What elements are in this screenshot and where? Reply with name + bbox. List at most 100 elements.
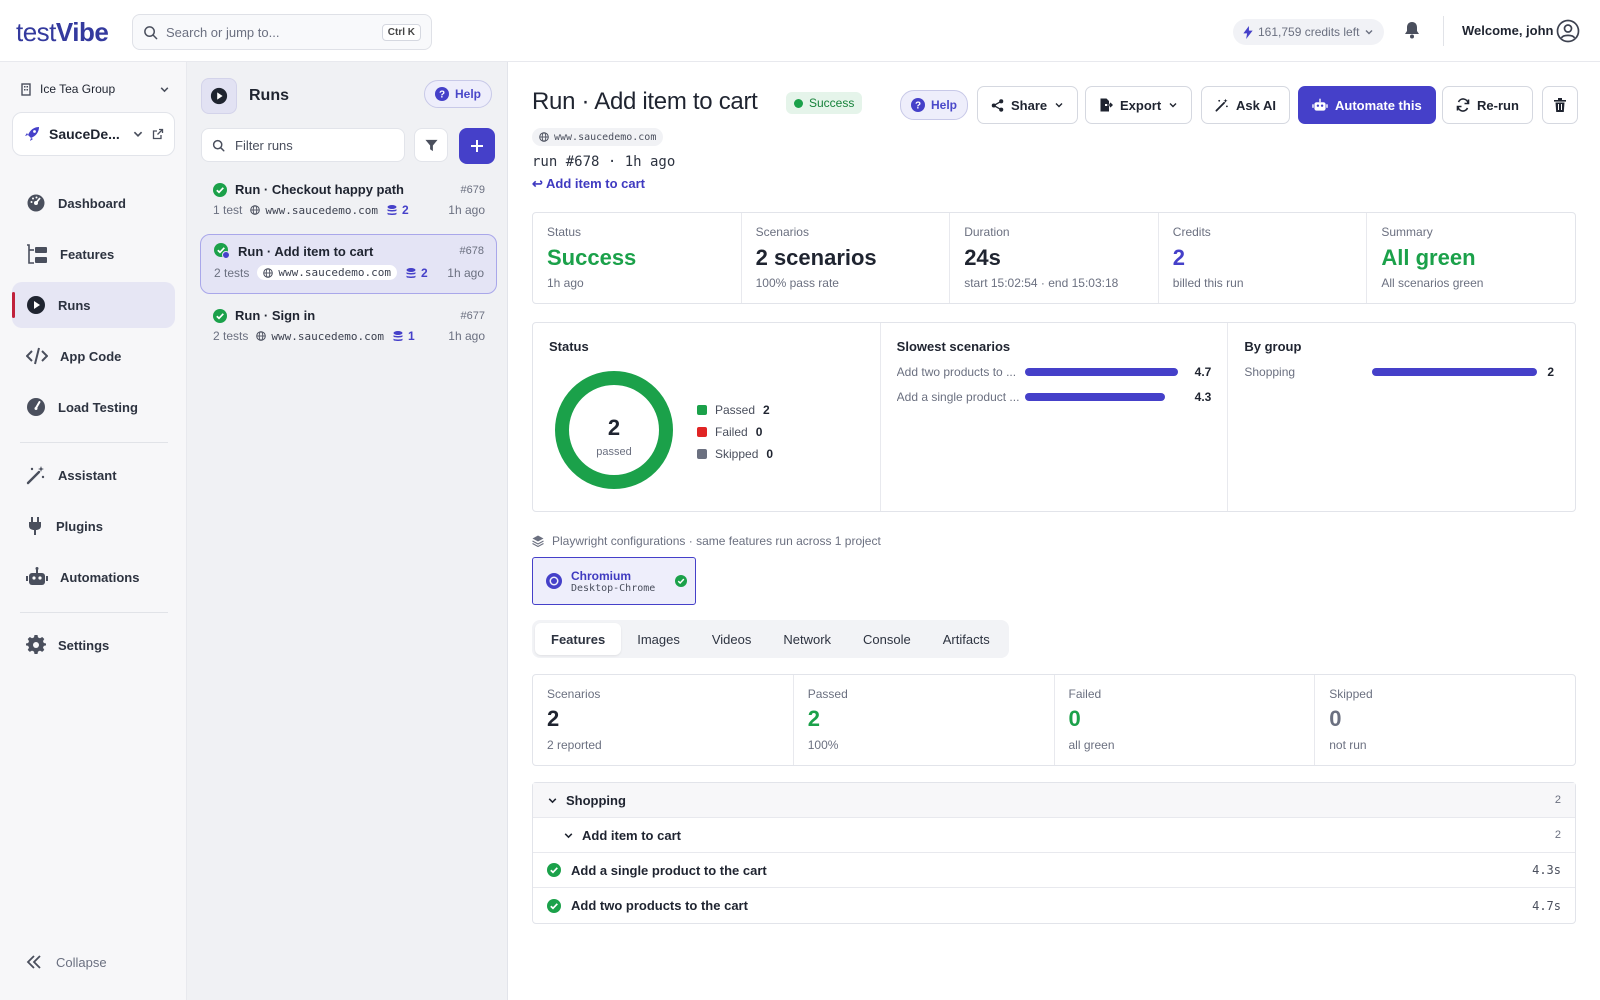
- kpi-scenarios: Scenarios 2 2 reported: [533, 675, 794, 765]
- project-selector[interactable]: SauceDe...: [12, 112, 175, 156]
- feature-back-link[interactable]: ↩ Add item to cart: [532, 176, 645, 191]
- magic-wand-icon: [1215, 98, 1229, 112]
- sidebar-item-features[interactable]: Features: [12, 231, 175, 277]
- tab-network[interactable]: Network: [783, 631, 832, 647]
- sidebar-item-label: Runs: [58, 297, 91, 313]
- divider: [20, 612, 168, 613]
- donut-value: 2: [608, 415, 620, 440]
- org-selector[interactable]: Ice Tea Group: [20, 82, 170, 96]
- tab-artifacts[interactable]: Artifacts: [942, 631, 990, 647]
- tab-images[interactable]: Images: [637, 631, 680, 647]
- bell-icon[interactable]: [1404, 21, 1420, 39]
- filter-runs-input[interactable]: Filter runs: [201, 128, 405, 162]
- delete-button[interactable]: [1542, 86, 1578, 124]
- kpi-passed: Passed 2 100%: [794, 675, 1055, 765]
- feature-name: Add item to cart: [582, 827, 681, 843]
- globe-icon: [263, 267, 274, 278]
- sidebar-item-runs[interactable]: Runs: [12, 282, 175, 328]
- stat-credits: Credits 2 billed this run: [1159, 213, 1368, 303]
- export-button[interactable]: Export: [1085, 86, 1193, 124]
- check-circle-icon: [547, 898, 561, 913]
- check-circle-icon: [675, 575, 687, 587]
- tree-feature-row[interactable]: Add item to cart 2: [533, 818, 1575, 853]
- search-icon: [143, 25, 158, 40]
- run-list-item-selected[interactable]: Run · Add item to cart #678 2 tests www.…: [200, 234, 497, 294]
- stat-duration: Duration 24s start 15:02:54 · end 15:03:…: [950, 213, 1159, 303]
- help-button[interactable]: ? Help: [900, 90, 969, 120]
- folders-icon: [26, 244, 48, 264]
- sidebar-item-settings[interactable]: Settings: [12, 622, 175, 668]
- run-detail: Run · Add item to cart Success www.sauce…: [508, 62, 1600, 1000]
- page-title: Run · Add item to cart: [532, 88, 758, 115]
- tree-group-row[interactable]: Shopping 2: [533, 783, 1575, 818]
- run-time: 1h ago: [448, 329, 485, 343]
- run-credits: 2: [386, 203, 409, 217]
- chevron-down-icon: [132, 128, 144, 140]
- play-circle-icon: [26, 295, 46, 315]
- chevron-down-icon: [547, 795, 558, 806]
- globe-icon: [250, 205, 261, 215]
- scenario-duration: 4.3s: [1532, 863, 1561, 877]
- sidebar-item-app-code[interactable]: App Code: [12, 333, 175, 379]
- detail-tabs: Features Images Videos Network Console A…: [532, 620, 1009, 658]
- run-tests: 1 test: [213, 203, 243, 217]
- chevron-down-icon: [1168, 100, 1178, 110]
- runs-title: Runs: [249, 87, 289, 104]
- credits-menu[interactable]: 161,759 credits left: [1233, 19, 1385, 45]
- donut-label: passed: [596, 446, 631, 458]
- building-icon: [20, 82, 32, 96]
- lightning-icon: [1243, 25, 1253, 39]
- tab-console[interactable]: Console: [863, 631, 911, 647]
- kpi-failed: Failed 0 all green: [1055, 675, 1316, 765]
- share-button[interactable]: Share: [977, 86, 1079, 124]
- filter-button[interactable]: [414, 128, 448, 162]
- sidebar-item-load-testing[interactable]: Load Testing: [12, 384, 175, 430]
- run-list-item[interactable]: Run · Sign in #677 2 tests www.saucedemo…: [200, 300, 497, 360]
- question-icon: ?: [911, 98, 925, 112]
- rerun-button[interactable]: Re-run: [1442, 86, 1533, 124]
- scenario-row[interactable]: Add two products to the cart 4.7s: [533, 888, 1575, 923]
- scenario-name: Add two products to the cart: [571, 898, 748, 913]
- robot-icon: [26, 567, 48, 587]
- svg-text:?: ?: [915, 101, 921, 112]
- kpi-skipped: Skipped 0 not run: [1329, 687, 1373, 752]
- testvibe-logo[interactable]: test Vibe: [16, 16, 109, 47]
- features-tree: Shopping 2 Add item to cart 2 Add a sing…: [532, 782, 1576, 924]
- status-legend: Passed 2 Failed 0 Skipped 0: [697, 399, 773, 465]
- sidebar-item-automations[interactable]: Automations: [12, 554, 175, 600]
- ask-ai-button[interactable]: Ask AI: [1201, 86, 1290, 124]
- globe-icon: [539, 132, 549, 142]
- search-input[interactable]: Search or jump to... Ctrl K: [132, 14, 432, 50]
- run-name: Run · Checkout happy path: [235, 182, 404, 197]
- check-circle-icon: [213, 308, 227, 323]
- status-donut: 2 passed: [555, 371, 673, 489]
- run-list-item[interactable]: Run · Checkout happy path #679 1 test ww…: [200, 174, 497, 234]
- runs-header: Runs: [201, 78, 289, 114]
- collapse-label: Collapse: [56, 954, 107, 970]
- runs-help-button[interactable]: ? Help: [424, 80, 493, 108]
- automate-this-button[interactable]: Automate this: [1298, 86, 1436, 124]
- rocket-icon: [23, 125, 41, 143]
- sidebar-item-label: Dashboard: [58, 195, 126, 211]
- tab-features[interactable]: Features: [535, 623, 622, 655]
- external-link-icon[interactable]: [152, 128, 164, 140]
- coins-icon: [386, 204, 398, 216]
- legend-passed: Passed 2: [697, 399, 773, 421]
- user-avatar-icon[interactable]: [1556, 19, 1580, 43]
- run-credits: 1: [392, 329, 415, 343]
- sidebar-item-dashboard[interactable]: Dashboard: [12, 180, 175, 226]
- run-url: www.saucedemo.com: [257, 265, 397, 280]
- welcome-text: Welcome, john: [1462, 23, 1554, 38]
- sidebar-item-assistant[interactable]: Assistant: [12, 452, 175, 498]
- check-circle-icon: [213, 182, 227, 197]
- slowest-bar-row: Add a single product ... 4.3: [896, 390, 1212, 404]
- scenario-row[interactable]: Add a single product to the cart 4.3s: [533, 853, 1575, 888]
- collapse-button[interactable]: Collapse: [26, 954, 107, 970]
- tab-videos[interactable]: Videos: [711, 631, 752, 647]
- plus-icon: [470, 139, 484, 153]
- config-chip-chromium[interactable]: Chromium Desktop-Chrome: [532, 557, 696, 605]
- divider: [20, 442, 168, 443]
- add-run-button[interactable]: [459, 128, 495, 164]
- playwright-caption: Playwright configurations · same feature…: [532, 534, 881, 548]
- sidebar-item-plugins[interactable]: Plugins: [12, 503, 175, 549]
